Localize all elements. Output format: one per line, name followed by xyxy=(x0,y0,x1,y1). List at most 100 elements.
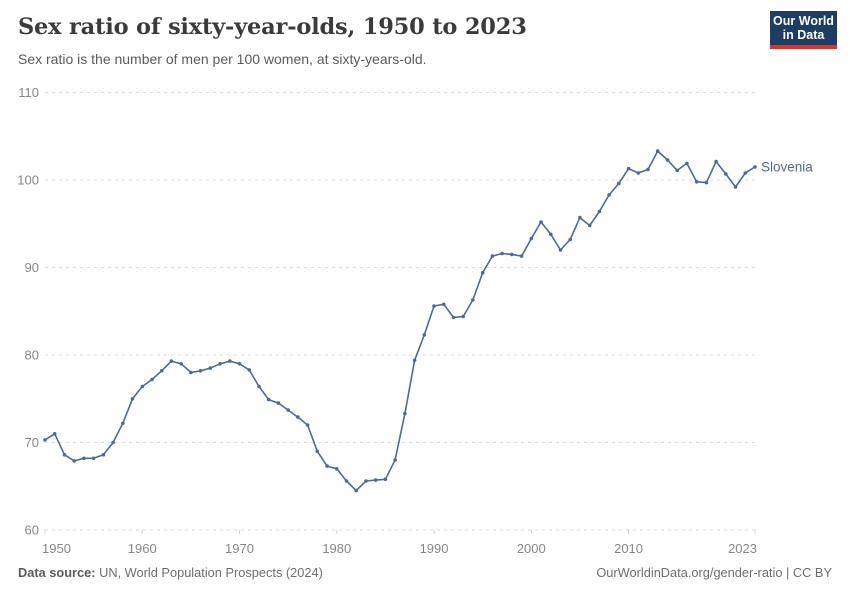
x-tick-label: 2000 xyxy=(517,541,546,556)
footer-url-link[interactable]: OurWorldinData.org/gender-ratio xyxy=(596,565,783,580)
data-point[interactable] xyxy=(461,314,466,319)
data-point[interactable] xyxy=(403,411,407,416)
data-point[interactable] xyxy=(471,298,475,302)
data-point[interactable] xyxy=(432,304,436,308)
data-point[interactable] xyxy=(500,251,504,256)
data-point[interactable] xyxy=(218,362,222,366)
data-point[interactable] xyxy=(529,236,534,241)
data-point[interactable] xyxy=(266,397,271,402)
data-point[interactable] xyxy=(733,185,738,189)
data-point[interactable] xyxy=(724,172,728,176)
data-point[interactable] xyxy=(685,161,689,166)
footer-separator: | xyxy=(782,565,793,580)
data-point[interactable] xyxy=(140,384,145,389)
data-point[interactable] xyxy=(335,467,339,471)
data-point[interactable] xyxy=(286,408,291,412)
x-tick-label: 1960 xyxy=(128,541,157,556)
data-point[interactable] xyxy=(315,449,320,454)
x-tick-label: 2023 xyxy=(728,541,757,556)
x-axis: 1950 1960 1970 1980 1990 2000 2010 2023 xyxy=(42,530,757,556)
data-point[interactable] xyxy=(383,477,388,482)
data-point[interactable] xyxy=(617,181,621,186)
data-point[interactable] xyxy=(646,167,650,172)
data-point[interactable] xyxy=(62,453,67,457)
logo-line-2: in Data xyxy=(782,28,825,42)
data-point[interactable] xyxy=(568,237,572,242)
chart-footer: Data source: UN, World Population Prospe… xyxy=(18,565,832,580)
y-tick-label: 100 xyxy=(17,173,39,188)
data-point[interactable] xyxy=(587,223,592,228)
data-point[interactable] xyxy=(72,459,76,463)
owid-logo[interactable]: Our World in Data xyxy=(770,11,837,49)
y-tick-label: 90 xyxy=(25,260,39,275)
data-point[interactable] xyxy=(655,149,660,153)
data-point[interactable] xyxy=(539,220,543,224)
data-point[interactable] xyxy=(422,333,427,337)
data-point[interactable] xyxy=(130,397,135,401)
data-point[interactable] xyxy=(675,168,679,173)
chart-canvas[interactable]: 60 70 80 90 100 110 1950 1960 1970 1980 1990 2000 20… xyxy=(0,78,850,570)
data-point[interactable] xyxy=(82,456,86,461)
footer-license-link[interactable]: CC BY xyxy=(792,565,832,580)
data-point[interactable] xyxy=(296,415,300,419)
data-point[interactable] xyxy=(208,366,213,370)
data-point[interactable] xyxy=(694,180,699,184)
data-point[interactable] xyxy=(665,158,670,162)
data-point[interactable] xyxy=(510,252,514,257)
data-point[interactable] xyxy=(52,432,57,436)
data-point[interactable] xyxy=(743,171,748,175)
data-point[interactable] xyxy=(704,180,709,185)
data-point[interactable] xyxy=(714,159,718,164)
x-tick-label: 2010 xyxy=(614,541,643,556)
data-point[interactable] xyxy=(597,209,602,214)
data-point[interactable] xyxy=(558,248,563,252)
data-point[interactable] xyxy=(159,369,164,373)
data-point[interactable] xyxy=(198,369,203,373)
series-label-slovenia[interactable]: Slovenia xyxy=(761,159,813,174)
data-point[interactable] xyxy=(247,368,251,372)
data-point[interactable] xyxy=(636,171,641,175)
y-tick-label: 80 xyxy=(25,348,39,363)
data-point[interactable] xyxy=(354,488,359,493)
data-point[interactable] xyxy=(179,362,183,366)
x-tick-label: 1990 xyxy=(420,541,449,556)
data-point[interactable] xyxy=(228,359,232,363)
x-tick-label: 1980 xyxy=(322,541,351,556)
data-point[interactable] xyxy=(111,440,115,445)
data-point[interactable] xyxy=(150,377,154,382)
data-point[interactable] xyxy=(480,270,485,275)
chart-subtitle: Sex ratio is the number of men per 100 w… xyxy=(18,51,427,67)
data-point[interactable] xyxy=(519,254,524,258)
data-point[interactable] xyxy=(169,359,174,363)
data-source: Data source: UN, World Population Prospe… xyxy=(18,565,323,580)
data-point[interactable] xyxy=(578,215,582,220)
data-point[interactable] xyxy=(325,464,329,468)
data-point[interactable] xyxy=(393,458,397,462)
data-point[interactable] xyxy=(607,193,611,197)
data-point[interactable] xyxy=(364,479,368,483)
data-point[interactable] xyxy=(442,302,446,307)
data-point[interactable] xyxy=(305,423,310,427)
data-point[interactable] xyxy=(412,358,417,363)
data-point[interactable] xyxy=(121,421,125,426)
data-point[interactable] xyxy=(373,478,378,482)
data-point[interactable] xyxy=(451,315,456,320)
data-point[interactable] xyxy=(237,362,242,366)
data-point[interactable] xyxy=(189,370,193,375)
data-source-label: Data source: xyxy=(18,565,96,580)
data-point[interactable] xyxy=(43,438,47,442)
series-line-slovenia[interactable] xyxy=(44,150,756,492)
data-point[interactable] xyxy=(344,479,349,483)
series-markers-slovenia[interactable] xyxy=(43,149,757,493)
data-point[interactable] xyxy=(257,384,261,389)
data-point[interactable] xyxy=(753,165,757,169)
data-point[interactable] xyxy=(101,453,106,457)
logo-line-1: Our World xyxy=(773,13,834,28)
footer-links: OurWorldinData.org/gender-ratio | CC BY xyxy=(596,565,832,580)
data-point[interactable] xyxy=(626,166,631,171)
data-point[interactable] xyxy=(91,456,96,461)
data-point[interactable] xyxy=(276,401,281,405)
data-point[interactable] xyxy=(490,254,495,258)
y-tick-label: 110 xyxy=(18,85,39,100)
data-point[interactable] xyxy=(549,232,553,237)
